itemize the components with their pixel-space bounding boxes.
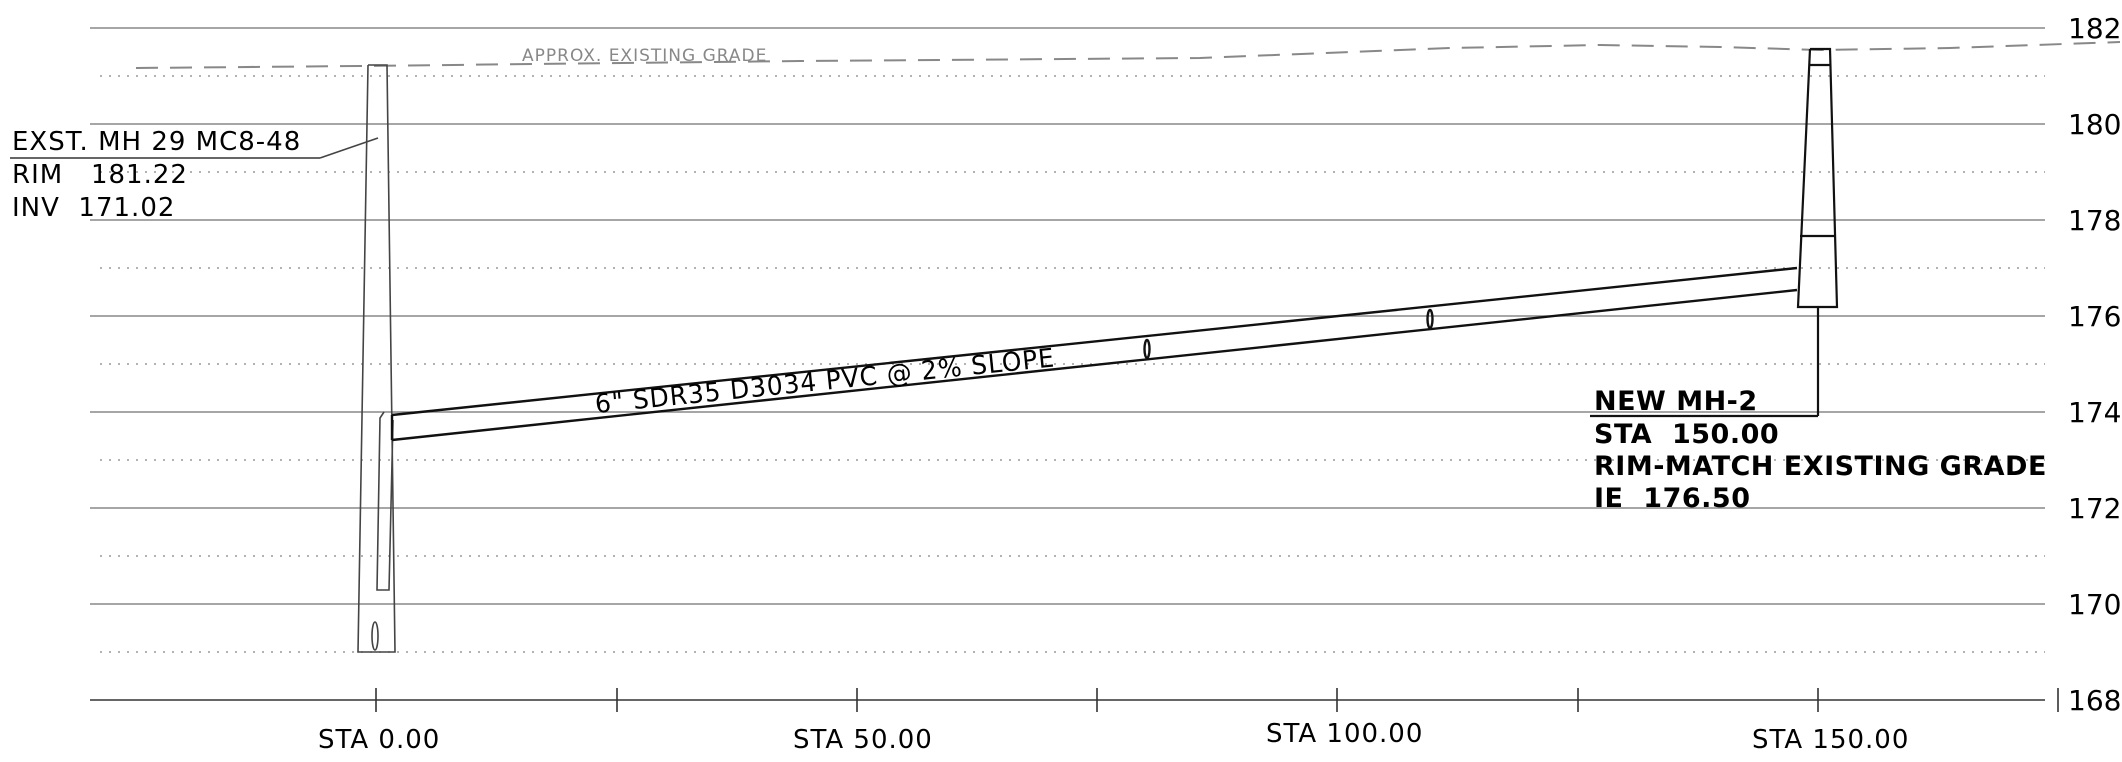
existing-grade-line [135, 41, 2121, 69]
pipe-label: 6" SDR35 D3034 PVC @ 2% SLOPE [594, 343, 1057, 420]
major-grid [90, 27, 2045, 605]
exst-mh-title: EXST. MH 29 MC8-48 [12, 127, 301, 157]
new-mh-rim: RIM-MATCH EXISTING GRADE [1594, 451, 2047, 482]
existing-manhole [319, 64, 396, 653]
station-label-150: STA 150.00 [1752, 725, 1909, 755]
new-mh-title: NEW MH-2 [1594, 386, 1758, 417]
new-manhole [1590, 47, 1839, 418]
minor-grid [100, 75, 2045, 653]
exst-mh-inv: INV 171.02 [12, 193, 175, 223]
elev-label-176: 176 [2068, 300, 2121, 333]
elev-label-168: 168 [2068, 684, 2121, 717]
station-label-0: STA 0.00 [318, 725, 440, 755]
pipe-profile [390, 266, 1798, 442]
station-ticks [375, 688, 2059, 712]
elev-label-180: 180 [2068, 108, 2121, 141]
elev-label-182: 182 [2068, 12, 2121, 45]
station-label-50: STA 50.00 [793, 725, 933, 755]
new-mh-sta: STA 150.00 [1594, 419, 1779, 450]
exst-mh-rim: RIM 181.22 [12, 160, 188, 190]
elev-label-174: 174 [2068, 396, 2121, 429]
station-label-100: STA 100.00 [1266, 719, 1423, 749]
elev-label-172: 172 [2068, 492, 2121, 525]
grade-label: APPROX. EXISTING GRADE [522, 46, 767, 66]
elev-label-178: 178 [2068, 204, 2121, 237]
new-mh-ie: IE 176.50 [1594, 483, 1750, 514]
elev-label-170: 170 [2068, 588, 2121, 621]
